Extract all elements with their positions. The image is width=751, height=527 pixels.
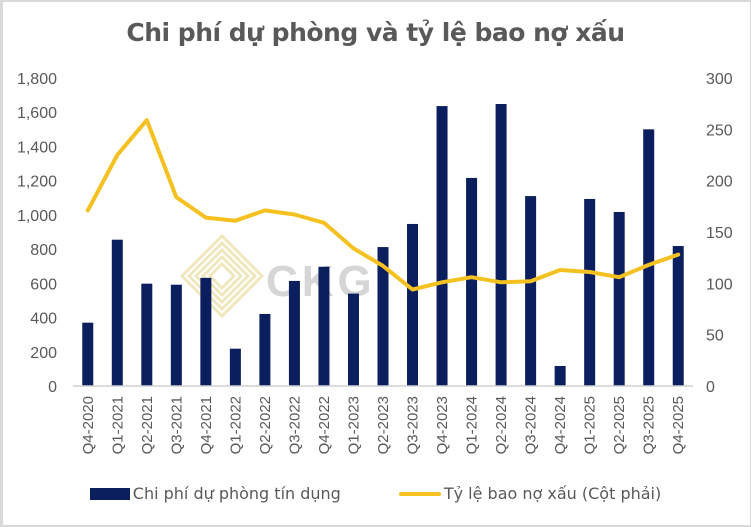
bar-Q2-2025 — [613, 211, 625, 386]
x-axis-labels: Q4-2020 Q1-2021 Q2-2021 Q3-2021 Q4-2021 Q1-20… — [80, 396, 687, 454]
line-swatch-icon — [398, 491, 441, 496]
bar-Q3-2022 — [288, 280, 300, 386]
bar-series-provision-cost — [82, 104, 684, 387]
bar-Q3-2024 — [525, 196, 537, 386]
svg-text:50: 50 — [706, 328, 724, 345]
bar-Q1-2021 — [111, 239, 123, 386]
svg-text:Q2-2024: Q2-2024 — [493, 396, 510, 454]
svg-text:Q1-2023: Q1-2023 — [345, 396, 362, 454]
left-y-axis: 0 200 400 600 800 1,000 1,200 1,400 1,600 1,800 — [17, 71, 57, 396]
bar-Q4-2025 — [672, 246, 684, 386]
svg-text:Q3-2024: Q3-2024 — [523, 396, 540, 454]
svg-text:1,000: 1,000 — [17, 208, 57, 225]
legend-item-line: Tỷ lệ bao nợ xấu (Cột phải) — [398, 484, 662, 503]
svg-text:200: 200 — [706, 174, 733, 191]
bar-Q3-2021 — [170, 284, 182, 386]
bar-Q3-2025 — [643, 129, 655, 387]
svg-text:Q2-2025: Q2-2025 — [611, 396, 628, 454]
line-series-npl-coverage — [85, 118, 681, 292]
svg-text:Q4-2021: Q4-2021 — [198, 396, 215, 454]
svg-text:Q3-2025: Q3-2025 — [641, 396, 658, 454]
svg-text:400: 400 — [30, 311, 57, 328]
svg-text:Q2-2021: Q2-2021 — [139, 396, 156, 454]
svg-text:Q2-2023: Q2-2023 — [375, 396, 392, 454]
svg-text:Q4-2022: Q4-2022 — [316, 396, 333, 454]
bar-Q1-2025 — [584, 198, 596, 386]
bar-Q4-2024 — [554, 365, 566, 386]
chart-title: Chi phí dự phòng và tỷ lệ bao nợ xấu — [126, 18, 625, 47]
svg-text:100: 100 — [706, 276, 733, 293]
svg-text:600: 600 — [30, 276, 57, 293]
bar-Q3-2023 — [407, 223, 419, 386]
bar-Q2-2022 — [259, 313, 271, 386]
svg-text:Q1-2025: Q1-2025 — [582, 396, 599, 454]
svg-text:0: 0 — [706, 379, 715, 396]
svg-text:Q3-2021: Q3-2021 — [168, 396, 185, 454]
legend-bar-label: Chi phí dự phòng tín dụng — [132, 484, 341, 503]
svg-text:Q4-2024: Q4-2024 — [552, 396, 569, 454]
svg-text:1,600: 1,600 — [17, 105, 57, 122]
svg-text:Q4-2020: Q4-2020 — [80, 396, 97, 454]
svg-text:200: 200 — [30, 345, 57, 362]
bar-Q2-2023 — [377, 247, 389, 386]
bar-swatch-icon — [89, 487, 130, 500]
svg-text:0: 0 — [48, 379, 57, 396]
bar-Q4-2023 — [436, 106, 448, 386]
legend-item-bar: Chi phí dự phòng tín dụng — [89, 484, 341, 503]
right-y-axis: 0 50 100 150 200 250 300 — [706, 71, 733, 396]
svg-text:1,400: 1,400 — [17, 139, 57, 156]
svg-text:Q1-2021: Q1-2021 — [109, 396, 126, 454]
bar-Q1-2024 — [466, 177, 478, 386]
svg-text:150: 150 — [706, 225, 733, 242]
chart-legend: Chi phí dự phòng tín dụng Tỷ lệ bao nợ x… — [0, 484, 751, 503]
svg-text:Q2-2022: Q2-2022 — [257, 396, 274, 454]
bar-Q4-2021 — [200, 277, 212, 386]
svg-text:Q3-2022: Q3-2022 — [286, 396, 303, 454]
svg-text:1,200: 1,200 — [17, 174, 57, 191]
svg-text:Q4-2025: Q4-2025 — [670, 396, 687, 454]
bar-Q2-2021 — [141, 283, 153, 386]
bar-Q1-2022 — [229, 348, 241, 386]
bar-Q4-2022 — [318, 266, 330, 386]
svg-text:250: 250 — [706, 122, 733, 139]
bar-Q4-2020 — [82, 322, 94, 386]
svg-text:Q1-2024: Q1-2024 — [464, 396, 481, 454]
bar-Q1-2023 — [347, 293, 359, 386]
svg-text:300: 300 — [706, 71, 733, 88]
svg-text:1,800: 1,800 — [17, 71, 57, 88]
svg-text:Q4-2023: Q4-2023 — [434, 396, 451, 454]
legend-line-label: Tỷ lệ bao nợ xấu (Cột phải) — [443, 484, 662, 503]
svg-text:800: 800 — [30, 242, 57, 259]
bar-Q2-2024 — [495, 104, 507, 387]
svg-text:Q3-2023: Q3-2023 — [405, 396, 422, 454]
svg-text:Q1-2022: Q1-2022 — [227, 396, 244, 454]
